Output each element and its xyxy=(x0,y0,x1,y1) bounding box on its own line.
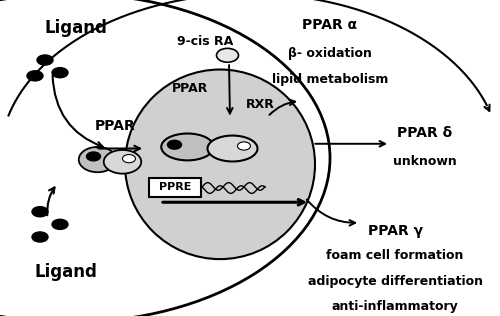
Ellipse shape xyxy=(104,150,142,174)
Text: adipocyte differentiation: adipocyte differentiation xyxy=(308,275,482,288)
Text: lipid metabolism: lipid metabolism xyxy=(272,72,388,86)
FancyBboxPatch shape xyxy=(149,178,201,197)
Circle shape xyxy=(37,55,53,65)
Text: unknown: unknown xyxy=(393,155,457,168)
Text: RXR: RXR xyxy=(246,98,274,111)
Circle shape xyxy=(52,68,68,78)
Ellipse shape xyxy=(125,70,315,259)
Circle shape xyxy=(168,140,181,149)
Text: anti-inflammatory: anti-inflammatory xyxy=(332,300,458,313)
Text: PPAR α: PPAR α xyxy=(302,18,358,32)
Text: PPAR γ: PPAR γ xyxy=(368,224,422,238)
Text: β- oxidation: β- oxidation xyxy=(288,47,372,60)
Ellipse shape xyxy=(208,136,258,161)
Text: PPAR δ: PPAR δ xyxy=(398,126,452,140)
Circle shape xyxy=(216,48,238,62)
Text: 9-cis RA: 9-cis RA xyxy=(177,34,233,48)
Ellipse shape xyxy=(79,147,116,172)
Text: Ligand: Ligand xyxy=(45,20,108,37)
Ellipse shape xyxy=(161,133,214,161)
Circle shape xyxy=(52,219,68,229)
Circle shape xyxy=(122,155,136,163)
Circle shape xyxy=(86,152,101,161)
Circle shape xyxy=(32,207,48,217)
Circle shape xyxy=(32,232,48,242)
Text: PPAR: PPAR xyxy=(172,82,208,95)
Text: Ligand: Ligand xyxy=(35,263,98,281)
Circle shape xyxy=(238,142,250,150)
Text: PPRE: PPRE xyxy=(159,182,191,192)
Text: foam cell formation: foam cell formation xyxy=(326,249,464,263)
Text: PPAR: PPAR xyxy=(94,119,136,133)
Circle shape xyxy=(27,71,43,81)
